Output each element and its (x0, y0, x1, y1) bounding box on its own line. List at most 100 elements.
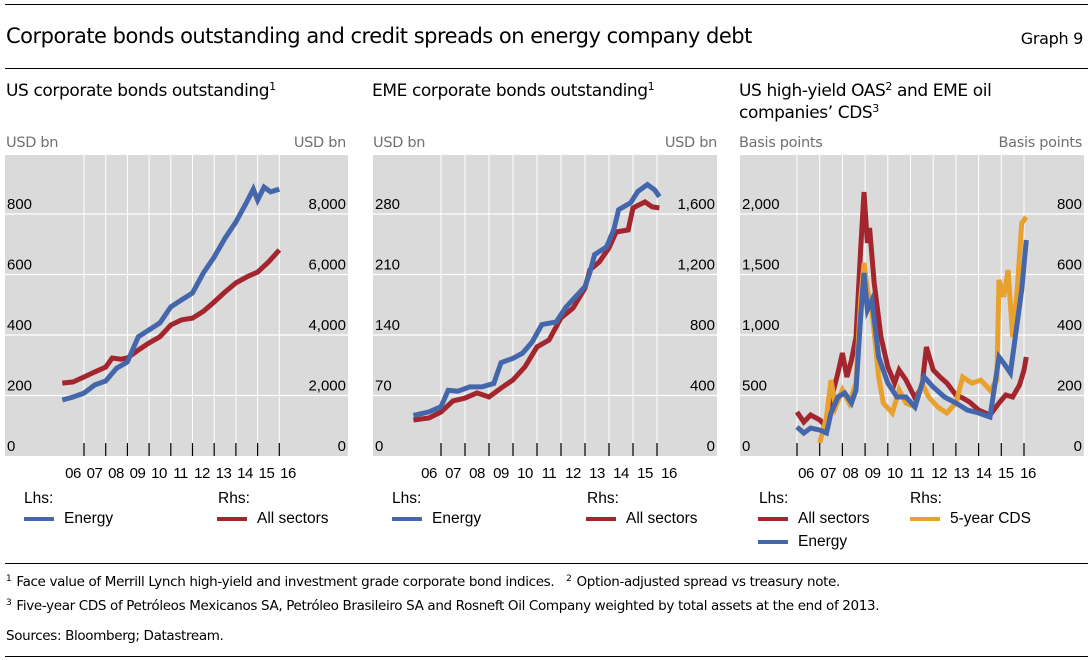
panel-1-y-tick-label-left: 0 (7, 438, 15, 455)
panel-2-legend-rhs-head: Rhs: (587, 490, 619, 507)
panel-1-x-tick-label: 11 (173, 465, 188, 482)
panel-2-x-tick-label: 07 (445, 465, 461, 482)
panel-3-y-tick-label-right: 800 (1057, 196, 1082, 213)
footnote-line-1: 1 Face value of Merrill Lynch high-yield … (6, 574, 840, 590)
panel-1-y-tick-label-right: 0 (338, 438, 346, 455)
footnote-mark: 2 (566, 574, 572, 584)
panel-3-title-text: US high-yield OAS (739, 81, 886, 101)
graph-number: Graph 9 (1020, 29, 1084, 48)
panel-2-y-tick-label-right: 400 (690, 378, 715, 395)
panel-2-title: EME corporate bonds outstanding1 (372, 80, 655, 102)
footnote-ref-3: 3 (872, 102, 879, 115)
legend-swatch-all-sectors (758, 517, 788, 521)
panel-1-y-tick-label-right: 2,000 (308, 378, 346, 395)
panel-3-x-tick-label: 11 (910, 465, 925, 482)
panel-3-x-tick-label: 13 (954, 465, 970, 482)
panel-1-unit-left: USD bn (6, 135, 59, 151)
panel-2-x-tick-label: 15 (637, 465, 653, 482)
panel-3-y-tick-label-right: 400 (1057, 317, 1082, 334)
panel-1-y-tick-label-right: 4,000 (308, 317, 346, 334)
footnote-1-text: Face value of Merrill Lynch high-yield a… (16, 574, 555, 590)
panel-2-y-tick-label-right: 800 (690, 317, 715, 334)
panel-2-series-energy (412, 181, 662, 418)
panel-2-legend-energy: Energy (392, 510, 481, 528)
panel-2-series-all-sectors (413, 198, 660, 423)
panel-3-y-tick-label-left: 2,000 (742, 196, 780, 213)
legend-swatch-all-sectors (586, 517, 616, 521)
legend-label: All sectors (626, 510, 698, 527)
panel-3-legend-energy: Energy (758, 533, 847, 551)
panel-1-y-tick-label-right: 8,000 (308, 196, 346, 213)
panel-2-x-tick-label: 14 (613, 465, 629, 482)
panel-3-plot-area (740, 155, 1084, 456)
panel-3-x-tick-label: 08 (843, 465, 859, 482)
panel-3-x-tick-label: 06 (798, 465, 814, 482)
footnote-3-text: Five-year CDS of Petróleos Mexicanos SA,… (16, 598, 880, 614)
panel-1-legend-rhs-head: Rhs: (218, 490, 250, 507)
legend-swatch-energy (758, 540, 788, 544)
panel-3-x-tick-label: 12 (931, 465, 947, 482)
panel-1-y-tick-label-left: 800 (7, 196, 32, 213)
figure-title: Corporate bonds outstanding and credit s… (6, 24, 752, 48)
legend-label: All sectors (257, 510, 329, 527)
bottom-rule (5, 656, 1088, 657)
panel-2-unit-right: USD bn (664, 135, 717, 151)
panel-2-y-tick-label-left: 0 (375, 438, 383, 455)
panel-3-x-tick-label: 15 (998, 465, 1014, 482)
panel-1-series-all-sectors (62, 248, 282, 386)
panel-2-y-tick-label-left: 280 (375, 196, 400, 213)
panel-1-title-text: US corporate bonds outstanding (6, 81, 270, 101)
panel-1-y-tick-label-left: 600 (7, 257, 32, 274)
panel-2-y-tick-label-right: 1,200 (677, 257, 715, 274)
panel-1-legend-energy: Energy (24, 510, 113, 528)
legend-label: Energy (64, 510, 114, 527)
panel-3-x-tick-label: 16 (1020, 465, 1036, 482)
panel-3-legend-all-sectors: All sectors (758, 510, 870, 528)
panel-1-y-tick-label-right: 6,000 (308, 257, 346, 274)
panel-3-y-tick-label-left: 500 (742, 378, 767, 395)
panel-1-x-tick-label: 15 (259, 465, 275, 482)
footnote-ref-1: 1 (269, 80, 276, 93)
panel-1-y-tick-label-left: 400 (7, 317, 32, 334)
panel-3-y-tick-label-right: 600 (1057, 257, 1082, 274)
panel-2-unit-left: USD bn (373, 135, 426, 151)
panel-3-x-tick-label: 10 (887, 465, 903, 482)
panel-3-y-tick-label-left: 1,500 (742, 257, 780, 274)
notes-rule (5, 563, 1088, 564)
panel-2-x-tick-label: 11 (542, 465, 557, 482)
panel-1-x-tick-label: 14 (237, 465, 253, 482)
panel-1-y-tick-label-left: 200 (7, 378, 32, 395)
panel-3-x-tick-label: 14 (976, 465, 992, 482)
panel-3-x-tick-label: 07 (820, 465, 836, 482)
panel-1-x-tick-label: 13 (216, 465, 232, 482)
footnote-mark: 1 (6, 574, 12, 584)
panel-2-x-tick-label: 09 (493, 465, 509, 482)
panel-3-unit-right: Basis points (998, 135, 1082, 151)
legend-label: All sectors (798, 510, 870, 527)
footnote-line-2: 3 Five-year CDS of Petróleos Mexicanos SA… (6, 598, 880, 614)
panel-1-unit-right: USD bn (293, 135, 346, 151)
panel-3-unit-left: Basis points (739, 135, 823, 151)
legend-swatch-energy (392, 517, 422, 521)
panel-3-y-tick-label-left: 0 (742, 438, 750, 455)
legend-swatch-energy (24, 517, 54, 521)
panel-3-legend-lhs-head: Lhs: (759, 490, 789, 507)
panel-2-legend-all-sectors: All sectors (586, 510, 698, 528)
panel-2-y-tick-label-left: 140 (375, 317, 400, 334)
footnote-2-text: Option-adjusted spread vs treasury note. (576, 574, 841, 590)
panel-2-plot-area (373, 155, 717, 456)
sources: Sources: Bloomberg; Datastream. (6, 628, 224, 644)
panel-1-legend-lhs-head: Lhs: (24, 490, 54, 507)
footnote-mark: 3 (6, 598, 12, 608)
panel-1-x-tick-label: 07 (87, 465, 103, 482)
panel-3-legend-cds: 5-year CDS (910, 510, 1031, 528)
panel-1-legend-all-sectors: All sectors (217, 510, 329, 528)
panel-2-x-tick-label: 12 (565, 465, 581, 482)
footnote-ref-2: 2 (885, 80, 893, 93)
panel-3-y-tick-label-left: 1,000 (742, 317, 780, 334)
panel-3-x-tick-label: 09 (865, 465, 881, 482)
legend-label: Energy (432, 510, 482, 527)
panel-3-title-text-cont: and EME oil (892, 81, 992, 101)
legend-label: Energy (798, 533, 848, 550)
